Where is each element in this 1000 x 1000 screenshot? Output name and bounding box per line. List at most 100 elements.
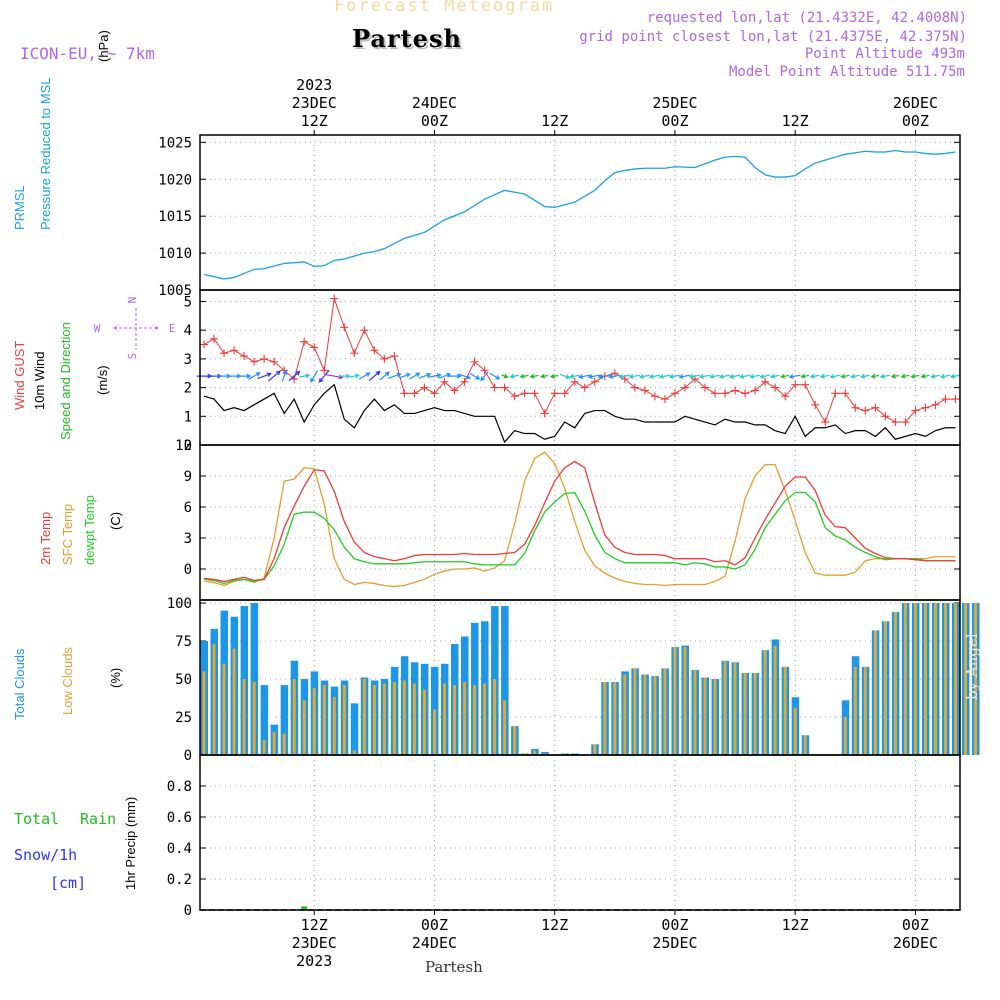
credit-watermark: by Angel bbox=[963, 633, 981, 700]
low-cloud-bar bbox=[703, 677, 707, 755]
wind-direction-arrow bbox=[448, 373, 462, 379]
wind-direction-arrow bbox=[879, 373, 890, 379]
precip-tick-label: 0.6 bbox=[167, 810, 192, 826]
low-cloud-bar bbox=[282, 733, 286, 755]
total-clouds-label-group: Total Clouds bbox=[12, 648, 27, 720]
wind-tick-label: 1 bbox=[184, 409, 192, 425]
pressure-tick-label: 1005 bbox=[158, 283, 192, 299]
wind-direction-arrow bbox=[698, 374, 711, 379]
gust-point bbox=[490, 383, 499, 392]
low-cloud-bar bbox=[533, 750, 537, 755]
low-cloud-bar bbox=[432, 709, 436, 755]
total-cloud-bar bbox=[350, 703, 359, 755]
wind-direction-arrow bbox=[870, 373, 880, 379]
gust-point bbox=[540, 409, 549, 418]
gust-point bbox=[430, 389, 439, 398]
precip-tick-label: 0 bbox=[184, 903, 192, 919]
low-cloud-bar bbox=[803, 735, 807, 755]
low-cloud-bar bbox=[352, 750, 356, 755]
bottom-axis-label: 12Z bbox=[541, 916, 568, 934]
wind-direction-arrow bbox=[368, 370, 381, 382]
wind-direction-arrow bbox=[658, 374, 670, 379]
wind-direction-arrow bbox=[549, 373, 559, 379]
wind-direction-arrow bbox=[849, 373, 860, 379]
low-cloud-bar bbox=[202, 671, 206, 755]
wind-direction-arrow bbox=[257, 372, 272, 380]
wind-direction-arrow bbox=[299, 373, 311, 379]
gust-point bbox=[921, 403, 930, 412]
pressure-tick-label: 1025 bbox=[158, 135, 192, 151]
wind-direction-arrow bbox=[718, 374, 731, 379]
low-cloud-bar bbox=[753, 672, 757, 755]
wind-direction-arrow bbox=[569, 373, 580, 379]
low-cloud-bar bbox=[222, 663, 226, 755]
gust-point bbox=[450, 386, 459, 395]
low-cloud-bar bbox=[503, 700, 507, 755]
wind-direction-arrow bbox=[738, 374, 751, 379]
bottom-axis-label: 25DEC bbox=[652, 934, 697, 952]
wind-direction-arrow bbox=[668, 374, 680, 379]
clouds-unit: (%) bbox=[108, 668, 123, 688]
gust-point bbox=[891, 418, 900, 427]
gust-point bbox=[520, 389, 529, 398]
low-cloud-bar bbox=[473, 685, 477, 755]
clouds-panel: 0 25 50 75 100 bbox=[167, 596, 980, 764]
gust-point bbox=[400, 389, 409, 398]
clouds-unit-group: (%) bbox=[108, 668, 123, 688]
gust-point bbox=[650, 392, 659, 401]
low-cloud-bar bbox=[843, 717, 847, 755]
wind-direction-arrow bbox=[326, 374, 344, 380]
gust-point bbox=[220, 349, 229, 358]
pressure-desc-label: Pressure Reduced to MSL bbox=[38, 78, 53, 230]
low-cloud-bar bbox=[392, 682, 396, 755]
wind-direction-arrow bbox=[678, 374, 691, 379]
snow-unit-label: [cm] bbox=[50, 874, 86, 892]
wind-direction-arrow bbox=[597, 374, 611, 380]
pressure-panel: 1005 1010 1015 1020 1025 bbox=[158, 135, 960, 299]
gust-point bbox=[200, 340, 208, 349]
gust-point bbox=[811, 400, 820, 409]
wind-direction-arrow bbox=[930, 373, 940, 379]
gust-point bbox=[550, 389, 559, 398]
low-cloud-bar bbox=[453, 685, 456, 755]
wind-direction-arrow bbox=[587, 374, 601, 380]
wind-direction-arrow bbox=[900, 373, 910, 379]
low-cloud-bar bbox=[483, 683, 487, 755]
temperature-tick-label: 6 bbox=[184, 500, 192, 516]
wind-tick-label: 5 bbox=[184, 294, 192, 310]
wind-direction-arrow bbox=[628, 374, 641, 379]
wind-direction-arrow bbox=[281, 369, 288, 382]
pressure-tick-label: 1020 bbox=[158, 172, 192, 188]
model-altitude: Model Point Altitude 511.75m bbox=[728, 64, 965, 80]
clouds-tick-label: 100 bbox=[167, 596, 192, 612]
top-axis-label: 00Z bbox=[661, 112, 688, 130]
wind-direction-arrow bbox=[840, 373, 850, 379]
pressure-line bbox=[203, 149, 956, 280]
gust-point bbox=[711, 389, 720, 398]
wind-tick-label: 2 bbox=[184, 381, 192, 397]
top-axis-label: 12Z bbox=[782, 112, 809, 130]
wind-direction-arrow bbox=[529, 373, 539, 379]
gust-point bbox=[881, 412, 890, 421]
bottom-axis-label: 00Z bbox=[421, 916, 448, 934]
low-cloud-bar bbox=[543, 753, 547, 755]
low-cloud-bar bbox=[563, 753, 567, 755]
temperature-tick-label: 3 bbox=[184, 531, 192, 547]
wind-direction-arrow bbox=[428, 373, 442, 378]
gust-point bbox=[500, 383, 509, 392]
gust-point bbox=[330, 294, 339, 303]
wind-direction-arrow bbox=[501, 373, 509, 379]
rain-bar bbox=[301, 906, 308, 910]
low-cloud-bar bbox=[212, 644, 216, 755]
total-cloud-bar bbox=[501, 606, 509, 755]
low-cloud-bar bbox=[252, 682, 256, 755]
gust-point bbox=[310, 343, 319, 352]
wind-direction-arrow bbox=[800, 373, 809, 379]
low-cloud-bar bbox=[372, 685, 376, 755]
gust-point bbox=[230, 346, 239, 355]
total-cloud-bar bbox=[250, 603, 259, 755]
wind-direction-arrow bbox=[388, 372, 402, 379]
total-cloud-bar bbox=[280, 685, 289, 755]
gust-point bbox=[861, 406, 870, 415]
